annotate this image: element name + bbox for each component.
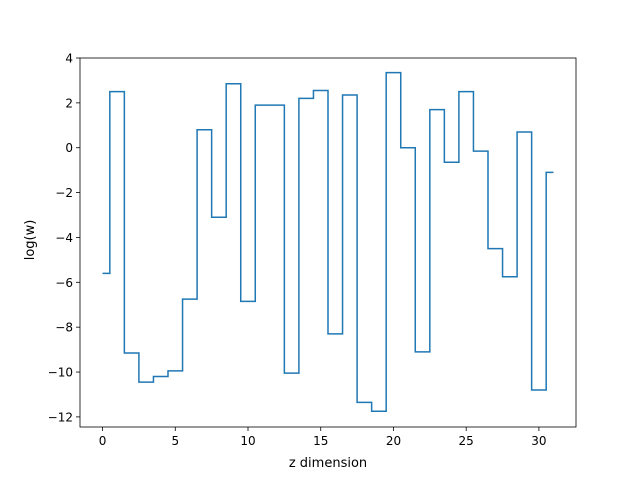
y-tick-label: −8 [55,321,73,335]
y-tick-label: −6 [55,276,73,290]
y-axis-label: log(w) [23,220,38,261]
x-axis-label: z dimension [289,456,367,471]
x-tick-label: 15 [313,434,328,448]
x-tick-label: 30 [531,434,546,448]
y-tick-label: −12 [48,410,73,424]
y-tick-label: 0 [65,141,73,155]
y-tick-label: 2 [65,96,73,110]
y-tick-label: 4 [65,52,73,66]
y-axis: −12 −10 −8 −6 −4 −2 0 2 4 [48,52,80,424]
x-tick-label: 10 [240,434,255,448]
y-tick-label: −10 [48,366,73,380]
x-axis: 0 5 10 15 20 25 30 [99,427,547,448]
y-tick-label: −4 [55,231,73,245]
x-tick-label: 0 [99,434,107,448]
axes-frame [79,57,577,428]
x-tick-label: 5 [171,434,179,448]
plot-area [79,57,577,428]
y-tick-label: −2 [55,186,73,200]
x-tick-label: 25 [459,434,474,448]
series-line-0 [102,71,554,413]
x-tick-label: 20 [386,434,401,448]
